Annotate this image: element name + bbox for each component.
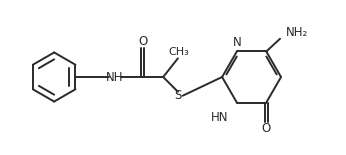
Text: O: O [262, 122, 271, 135]
Text: N: N [233, 36, 241, 49]
Text: NH: NH [106, 71, 124, 84]
Text: S: S [174, 89, 182, 102]
Text: NH₂: NH₂ [286, 26, 308, 39]
Text: CH₃: CH₃ [169, 47, 189, 58]
Text: HN: HN [210, 111, 228, 124]
Text: O: O [138, 35, 147, 48]
